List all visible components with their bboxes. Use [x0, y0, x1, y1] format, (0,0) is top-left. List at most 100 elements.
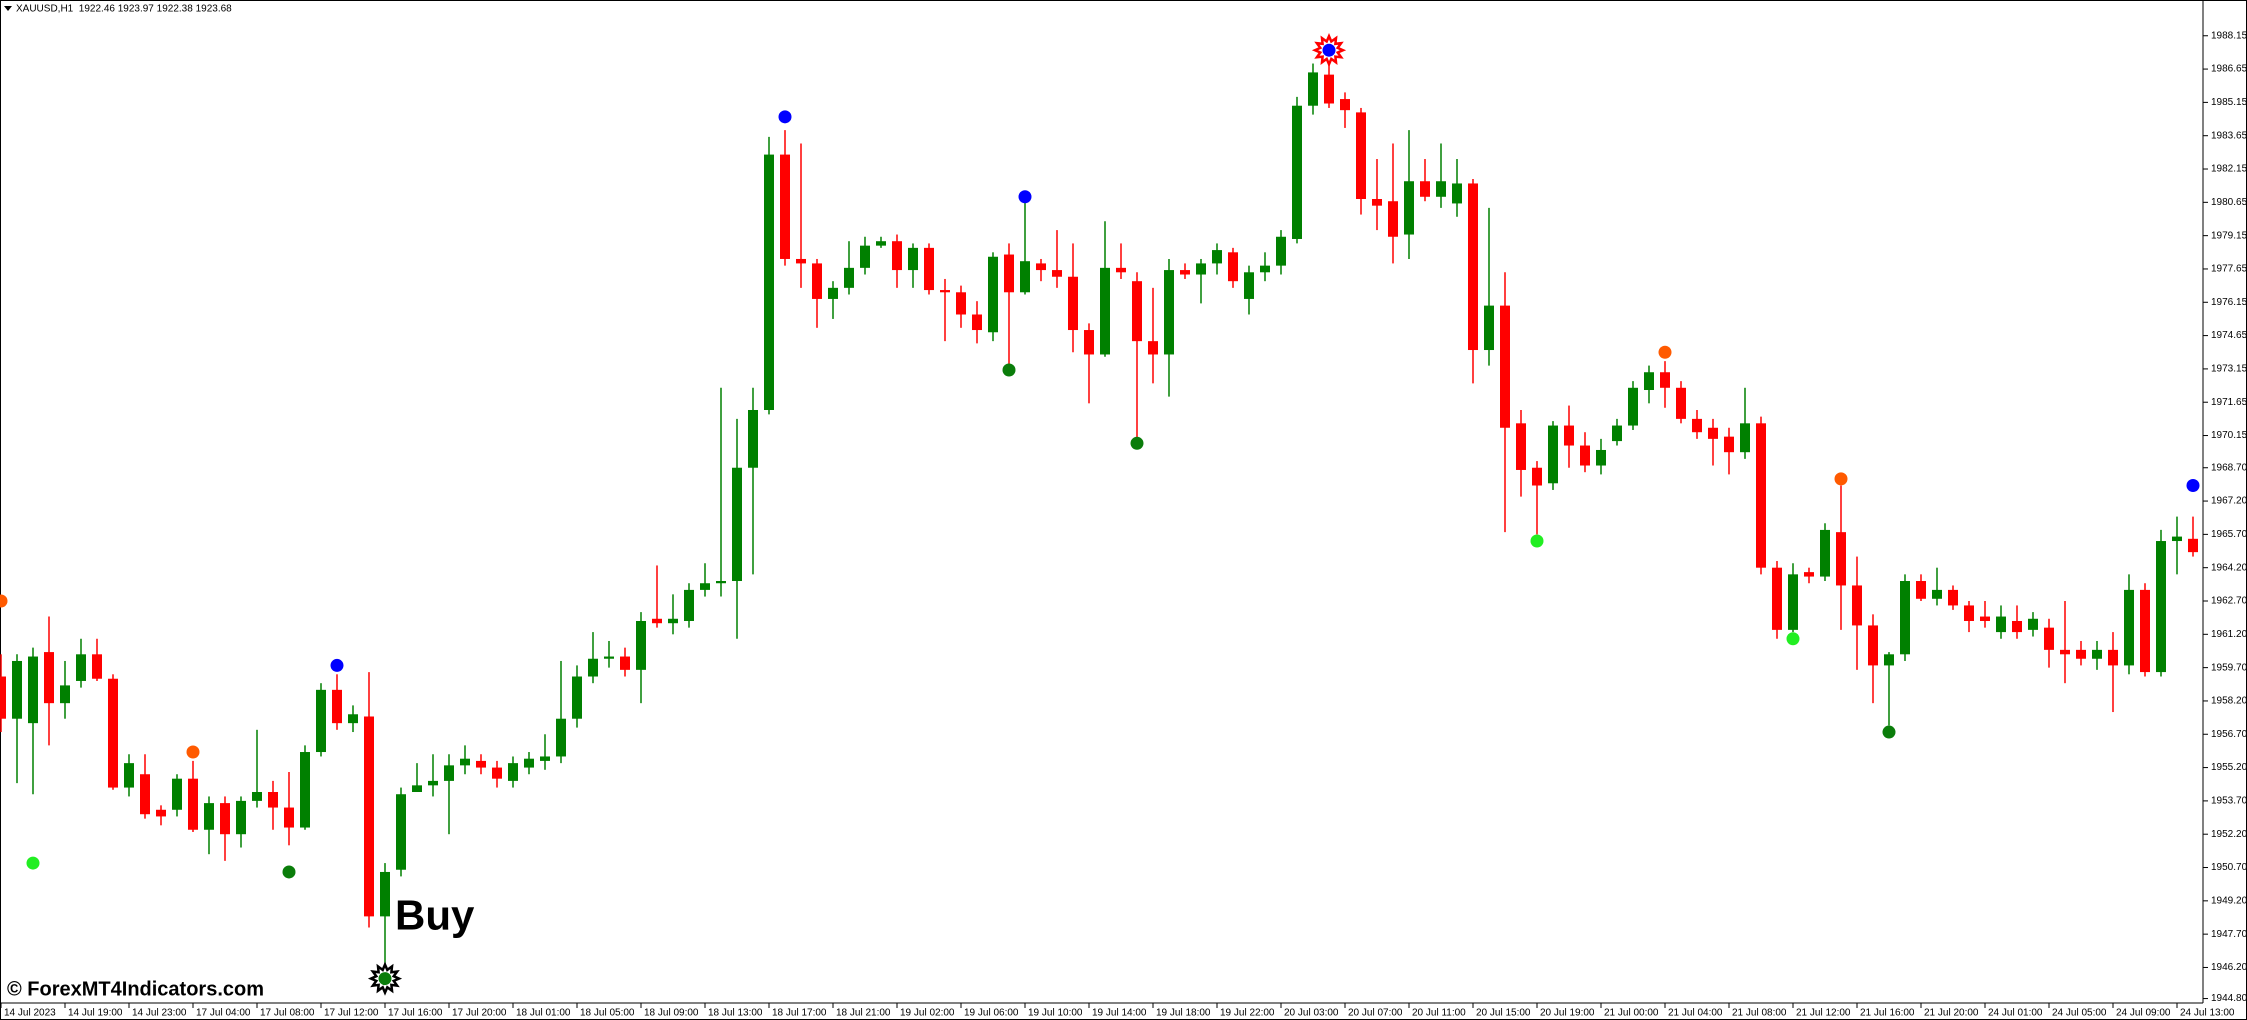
- signal-dot: [2186, 479, 2200, 493]
- candle-body: [1676, 387, 1686, 419]
- y-tick-label: 1950.70: [2211, 862, 2247, 873]
- candle-body: [1868, 625, 1878, 666]
- candle-body: [268, 792, 278, 808]
- x-tick-label: 18 Jul 09:00: [644, 1008, 699, 1019]
- candle-body: [1100, 267, 1110, 355]
- x-tick-label: 17 Jul 08:00: [260, 1008, 315, 1019]
- candle-body: [460, 758, 470, 766]
- signal-dot: [1658, 345, 1672, 359]
- x-tick-label: 17 Jul 12:00: [324, 1008, 379, 1019]
- candle-body: [476, 760, 486, 768]
- candle-body: [2188, 538, 2198, 553]
- y-tick-label: 1985.15: [2211, 97, 2247, 108]
- candle-body: [156, 809, 166, 817]
- candle-body: [204, 803, 214, 830]
- signal-dot: [0, 594, 8, 608]
- candle-body: [1884, 654, 1894, 666]
- candle-body: [1068, 276, 1078, 331]
- candle-body: [1548, 425, 1558, 484]
- candle-body: [140, 774, 150, 815]
- y-tick-label: 1974.65: [2211, 330, 2247, 341]
- x-tick-label: 20 Jul 19:00: [1540, 1008, 1595, 1019]
- candle-body: [1484, 305, 1494, 351]
- x-tick-label: 21 Jul 16:00: [1860, 1008, 1915, 1019]
- y-tick-label: 1983.65: [2211, 130, 2247, 141]
- signal-dot: [186, 745, 200, 759]
- x-tick-label: 19 Jul 02:00: [900, 1008, 955, 1019]
- signal-dot: [1786, 632, 1800, 646]
- candle-body: [1132, 281, 1142, 342]
- candle-body: [1452, 183, 1462, 204]
- candle-body: [1644, 372, 1654, 391]
- x-tick-label: 21 Jul 20:00: [1924, 1008, 1979, 1019]
- x-tick-label: 17 Jul 04:00: [196, 1008, 251, 1019]
- y-tick-label: 1956.70: [2211, 729, 2247, 740]
- x-tick-label: 18 Jul 21:00: [836, 1008, 891, 1019]
- candle-body: [60, 685, 70, 704]
- candle-body: [1692, 418, 1702, 433]
- candle-body: [12, 660, 22, 719]
- y-tick-label: 1959.70: [2211, 662, 2247, 673]
- candle-body: [1996, 616, 2006, 633]
- x-tick-label: 19 Jul 06:00: [964, 1008, 1019, 1019]
- candle-body: [1708, 427, 1718, 439]
- candle-body: [2044, 627, 2054, 650]
- candle-body: [108, 678, 118, 788]
- candle-body: [844, 267, 854, 288]
- signal-dot: [1018, 190, 1032, 204]
- candle-body: [2172, 536, 2182, 542]
- candle-body: [2108, 649, 2118, 666]
- candle-body: [1740, 423, 1750, 453]
- y-tick-label: 1988.15: [2211, 30, 2247, 41]
- x-tick-label: 19 Jul 14:00: [1092, 1008, 1147, 1019]
- candle-body: [508, 763, 518, 781]
- y-tick-label: 1970.15: [2211, 430, 2247, 441]
- candle-body: [76, 654, 86, 681]
- candle-body: [1500, 305, 1510, 428]
- y-tick-label: 1949.20: [2211, 895, 2247, 906]
- candle-body: [988, 256, 998, 333]
- candle-body: [1932, 589, 1942, 599]
- y-tick-label: 1952.20: [2211, 829, 2247, 840]
- candle-body: [1340, 99, 1350, 111]
- candle-body: [764, 154, 774, 410]
- x-tick-label: 21 Jul 08:00: [1732, 1008, 1787, 1019]
- candle-body: [652, 618, 662, 624]
- candle-body: [396, 794, 406, 870]
- candle-body: [428, 780, 438, 786]
- y-tick-label: 1968.70: [2211, 462, 2247, 473]
- candle-body: [1948, 589, 1958, 606]
- symbol-info: XAUUSD,H1 1922.46 1923.97 1922.38 1923.6…: [16, 4, 232, 15]
- candle-body: [1916, 581, 1926, 599]
- candle-body: [348, 714, 358, 724]
- candle-body: [2060, 649, 2070, 655]
- candle-body: [1596, 449, 1606, 466]
- candle-body: [972, 314, 982, 331]
- x-tick-label: 17 Jul 20:00: [452, 1008, 507, 1019]
- candle-body: [732, 467, 742, 582]
- x-tick-label: 20 Jul 11:00: [1412, 1008, 1466, 1019]
- signal-dot: [778, 110, 792, 124]
- candle-body: [1036, 263, 1046, 271]
- candle-body: [572, 676, 582, 719]
- y-tick-label: 1965.70: [2211, 529, 2247, 540]
- candle-body: [1900, 581, 1910, 655]
- signal-dot: [1882, 725, 1896, 739]
- y-tick-label: 1962.70: [2211, 596, 2247, 607]
- candle-body: [524, 758, 534, 768]
- candle-body: [716, 581, 726, 584]
- y-tick-label: 1961.20: [2211, 629, 2247, 640]
- x-tick-label: 20 Jul 07:00: [1348, 1008, 1403, 1019]
- candle-body: [860, 245, 870, 268]
- candle-body: [620, 656, 630, 670]
- signal-dot: [1322, 43, 1336, 57]
- candle-body: [188, 778, 198, 830]
- candle-body: [1628, 387, 1638, 426]
- candle-body: [604, 656, 614, 659]
- candle-body: [1660, 372, 1670, 388]
- candle-body: [444, 765, 454, 781]
- candle-body: [1756, 423, 1766, 568]
- y-tick-label: 1973.15: [2211, 364, 2247, 375]
- candle-body: [684, 589, 694, 621]
- info-arrow: [4, 6, 12, 11]
